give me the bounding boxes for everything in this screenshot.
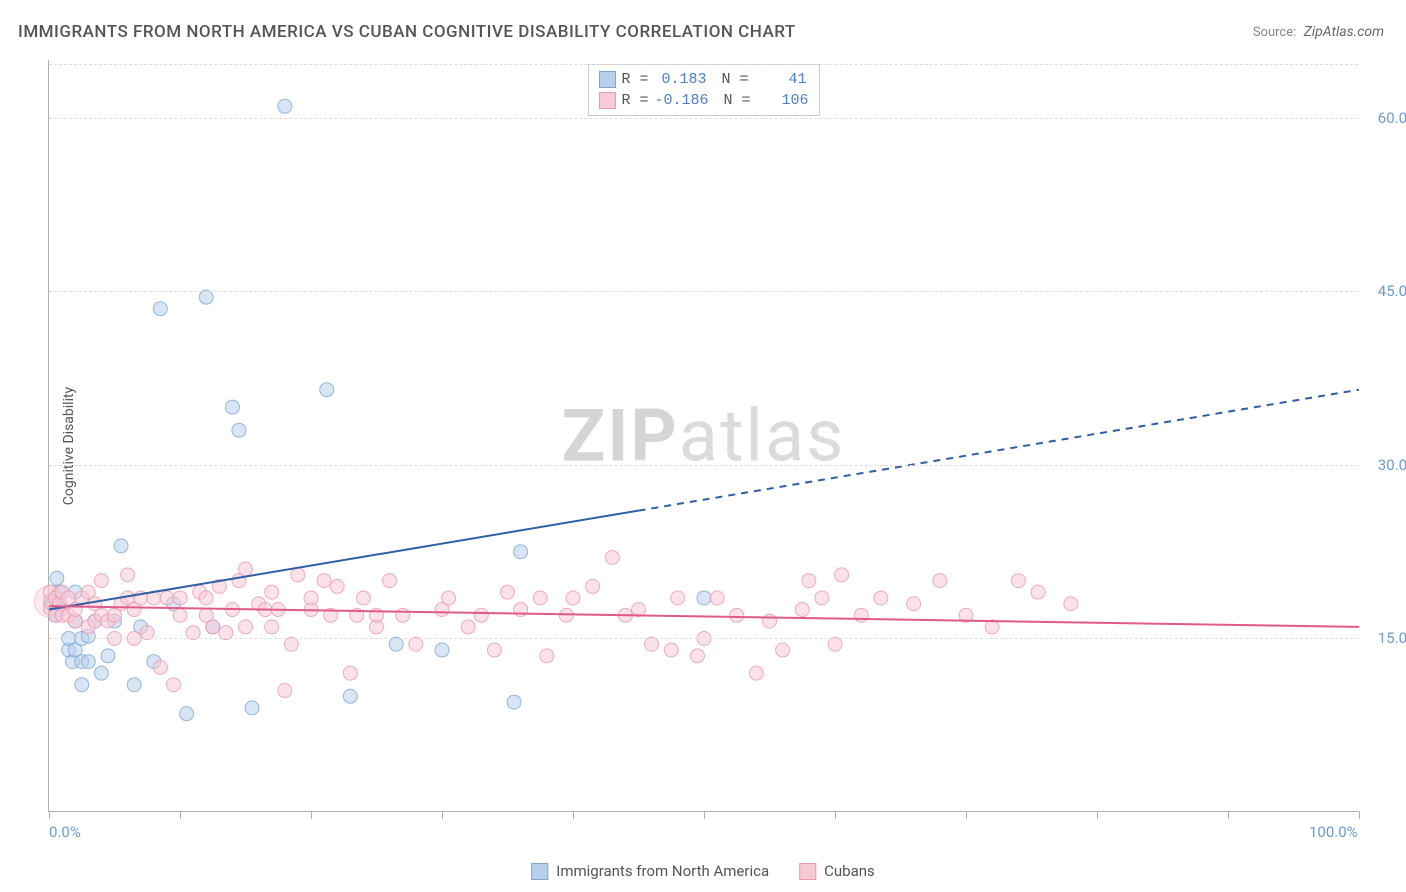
legend-swatch-0 bbox=[531, 863, 548, 880]
r-label: R = bbox=[621, 69, 648, 90]
source-label: Source: bbox=[1253, 25, 1296, 40]
legend-item-0: Immigrants from North America bbox=[531, 862, 769, 880]
xtick bbox=[49, 811, 50, 819]
stats-legend: R = 0.183 N = 41 R = -0.186 N = 106 bbox=[587, 64, 819, 116]
swatch-series-0 bbox=[598, 71, 615, 88]
source-name: ZipAtlas.com bbox=[1304, 24, 1384, 40]
xtick bbox=[835, 811, 836, 819]
swatch-series-1 bbox=[598, 92, 615, 109]
series-legend: Immigrants from North America Cubans bbox=[531, 862, 875, 880]
r-value-0: 0.183 bbox=[654, 69, 706, 90]
legend-label-1: Cubans bbox=[824, 862, 875, 880]
n-label: N = bbox=[715, 90, 751, 111]
xtick-label: 100.0% bbox=[1309, 823, 1358, 841]
grid-line bbox=[49, 64, 1358, 65]
grid-line bbox=[49, 118, 1358, 119]
grid-line bbox=[49, 465, 1358, 466]
chart-canvas bbox=[49, 60, 1358, 811]
xtick bbox=[1359, 811, 1360, 819]
ytick-label: 15.0% bbox=[1363, 629, 1406, 647]
n-value-0: 41 bbox=[755, 69, 807, 90]
xtick bbox=[1228, 811, 1229, 819]
xtick bbox=[442, 811, 443, 819]
xtick bbox=[966, 811, 967, 819]
legend-item-1: Cubans bbox=[799, 862, 875, 880]
plot-area: ZIPatlas R = 0.183 N = 41 R = -0.186 N =… bbox=[48, 60, 1358, 812]
chart-title: IMMIGRANTS FROM NORTH AMERICA VS CUBAN C… bbox=[18, 22, 796, 42]
ytick-label: 45.0% bbox=[1363, 282, 1406, 300]
xtick bbox=[704, 811, 705, 819]
stats-row-series-0: R = 0.183 N = 41 bbox=[598, 69, 808, 90]
legend-label-0: Immigrants from North America bbox=[556, 862, 769, 880]
ytick-label: 60.0% bbox=[1363, 109, 1406, 127]
xtick bbox=[573, 811, 574, 819]
stats-row-series-1: R = -0.186 N = 106 bbox=[598, 90, 808, 111]
ytick-label: 30.0% bbox=[1363, 456, 1406, 474]
grid-line bbox=[49, 291, 1358, 292]
r-label: R = bbox=[621, 90, 648, 111]
source-attribution: Source: ZipAtlas.com bbox=[1253, 24, 1384, 40]
xtick bbox=[180, 811, 181, 819]
n-label: N = bbox=[712, 69, 748, 90]
grid-line bbox=[49, 638, 1358, 639]
xtick bbox=[311, 811, 312, 819]
n-value-1: 106 bbox=[757, 90, 809, 111]
r-value-1: -0.186 bbox=[654, 90, 708, 111]
xtick bbox=[1097, 811, 1098, 819]
legend-swatch-1 bbox=[799, 863, 816, 880]
xtick-label: 0.0% bbox=[49, 823, 81, 841]
